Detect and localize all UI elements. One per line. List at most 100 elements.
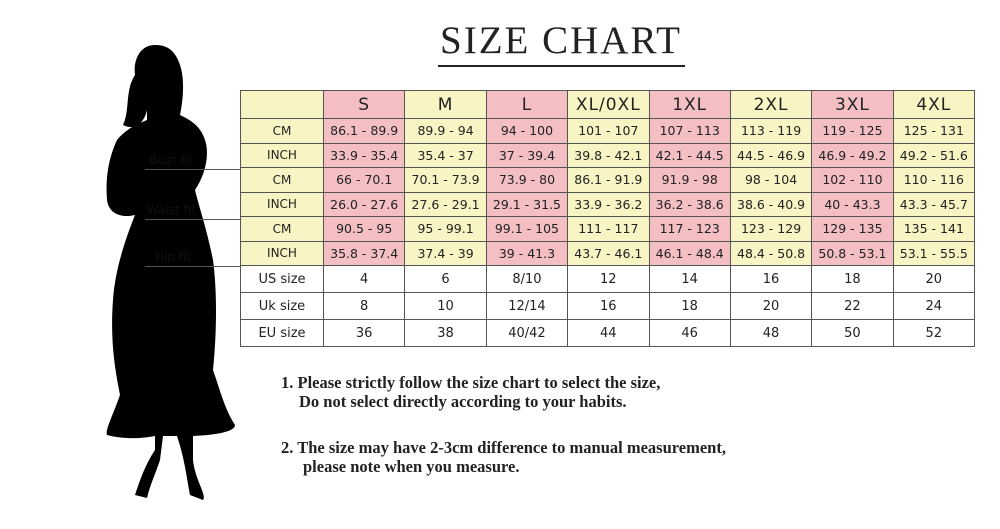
table-row: INCH 35.8 - 37.4 37.4 - 39 39 - 41.3 43.7 - …: [240, 240, 976, 266]
table-cell: 26.0 - 27.6: [322, 191, 406, 217]
note-1-line-1: 1. Please strictly follow the size chart…: [281, 373, 661, 392]
row-label: CM: [240, 118, 324, 144]
table-cell: 98 - 104: [729, 167, 813, 193]
table-cell: 46: [648, 319, 731, 347]
table-cell: 42.1 - 44.5: [648, 142, 731, 168]
size-header: 2XL: [729, 90, 813, 119]
table-cell: 52: [892, 319, 976, 347]
table-cell: 37 - 39.4: [485, 142, 569, 168]
table-cell: 43.3 - 45.7: [892, 191, 976, 217]
table-cell: 29.1 - 31.5: [485, 191, 569, 217]
table-cell: 44: [567, 319, 650, 347]
table-cell: 123 - 129: [729, 216, 813, 242]
table-cell: 90.5 - 95: [322, 216, 406, 242]
table-cell: 125 - 131: [892, 118, 976, 144]
table-cell: 37.4 - 39: [404, 240, 487, 266]
table-row: INCH 33.9 - 35.4 35.4 - 37 37 - 39.4 39.8 - …: [240, 142, 976, 168]
table-cell: 16: [729, 265, 813, 293]
header-corner: [240, 90, 324, 119]
size-header: S: [322, 90, 406, 119]
table-cell: 95 - 99.1: [404, 216, 487, 242]
row-label: CM: [240, 167, 324, 193]
size-header: 4XL: [892, 90, 976, 119]
table-cell: 40 - 43.3: [811, 191, 894, 217]
table-cell: 86.1 - 91.9: [567, 167, 650, 193]
table-cell: 113 - 119: [729, 118, 813, 144]
table-cell: 46.9 - 49.2: [811, 142, 894, 168]
table-row: CM 90.5 - 95 95 - 99.1 99.1 - 105 111 - 117 1…: [240, 216, 976, 242]
row-label: INCH: [240, 191, 324, 217]
table-row: EU size 36 38 40/42 44 46 48 50 52: [240, 319, 976, 347]
table-cell: 12/14: [485, 292, 569, 320]
table-cell: 119 - 125: [811, 118, 894, 144]
woman-silhouette-icon: [106, 45, 235, 500]
table-cell: 107 - 113: [648, 118, 731, 144]
table-cell: 48: [729, 319, 813, 347]
table-cell: 94 - 100: [485, 118, 569, 144]
table-cell: 44.5 - 46.9: [729, 142, 813, 168]
table-cell: 6: [404, 265, 487, 293]
table-cell: 101 - 107: [567, 118, 650, 144]
table-cell: 129 - 135: [811, 216, 894, 242]
table-cell: 27.6 - 29.1: [404, 191, 487, 217]
table-cell: 33.9 - 36.2: [567, 191, 650, 217]
table-cell: 38: [404, 319, 487, 347]
size-header: L: [485, 90, 569, 119]
page-title: SIZE CHART: [440, 19, 682, 62]
table-cell: 117 - 123: [648, 216, 731, 242]
table-cell: 16: [567, 292, 650, 320]
row-label: EU size: [240, 319, 324, 347]
hip-fit-line: [145, 266, 240, 267]
row-label: CM: [240, 216, 324, 242]
table-cell: 38.6 - 40.9: [729, 191, 813, 217]
table-cell: 86.1 - 89.9: [322, 118, 406, 144]
note-1-line-2: Do not select directly according to your…: [299, 392, 627, 411]
bust-fit-line: [145, 169, 240, 170]
row-label: Uk size: [240, 292, 324, 320]
table-cell: 43.7 - 46.1: [567, 240, 650, 266]
title-underline: [438, 65, 685, 67]
size-header: 1XL: [648, 90, 731, 119]
table-cell: 33.9 - 35.4: [322, 142, 406, 168]
size-table: S M L XL/0XL 1XL 2XL 3XL 4XL CM 86.1 - 89.9 89.9 -…: [240, 90, 976, 347]
row-label: INCH: [240, 240, 324, 266]
table-cell: 70.1 - 73.9: [404, 167, 487, 193]
bust-fit-label: Bust fit: [150, 153, 193, 167]
table-cell: 111 - 117: [567, 216, 650, 242]
table-row: CM 66 - 70.1 70.1 - 73.9 73.9 - 80 86.1 - 91…: [240, 167, 976, 193]
table-cell: 8: [322, 292, 406, 320]
table-cell: 36: [322, 319, 406, 347]
table-cell: 39.8 - 42.1: [567, 142, 650, 168]
waist-fit-label: Waist fit: [147, 203, 196, 217]
table-cell: 135 - 141: [892, 216, 976, 242]
table-cell: 50: [811, 319, 894, 347]
table-cell: 18: [811, 265, 894, 293]
table-cell: 36.2 - 38.6: [648, 191, 731, 217]
size-header: M: [404, 90, 487, 119]
table-cell: 39 - 41.3: [485, 240, 569, 266]
size-header: XL/0XL: [567, 90, 650, 119]
waist-fit-line: [145, 219, 240, 220]
row-label: INCH: [240, 142, 324, 168]
table-cell: 14: [648, 265, 731, 293]
table-row: CM 86.1 - 89.9 89.9 - 94 94 - 100 101 - 107 1…: [240, 118, 976, 144]
table-cell: 102 - 110: [811, 167, 894, 193]
table-cell: 22: [811, 292, 894, 320]
table-cell: 35.4 - 37: [404, 142, 487, 168]
table-cell: 20: [729, 292, 813, 320]
table-cell: 10: [404, 292, 487, 320]
table-cell: 40/42: [485, 319, 569, 347]
table-cell: 18: [648, 292, 731, 320]
table-cell: 20: [892, 265, 976, 293]
table-row: INCH 26.0 - 27.6 27.6 - 29.1 29.1 - 31.5 33.…: [240, 191, 976, 217]
table-cell: 24: [892, 292, 976, 320]
note-2-line-2: please note when you measure.: [303, 457, 520, 476]
table-cell: 66 - 70.1: [322, 167, 406, 193]
table-cell: 12: [567, 265, 650, 293]
hip-fit-label: Hip fit: [155, 250, 192, 264]
table-row: US size 4 6 8/10 12 14 16 18 20: [240, 265, 976, 293]
table-cell: 50.8 - 53.1: [811, 240, 894, 266]
table-cell: 4: [322, 265, 406, 293]
table-cell: 48.4 - 50.8: [729, 240, 813, 266]
